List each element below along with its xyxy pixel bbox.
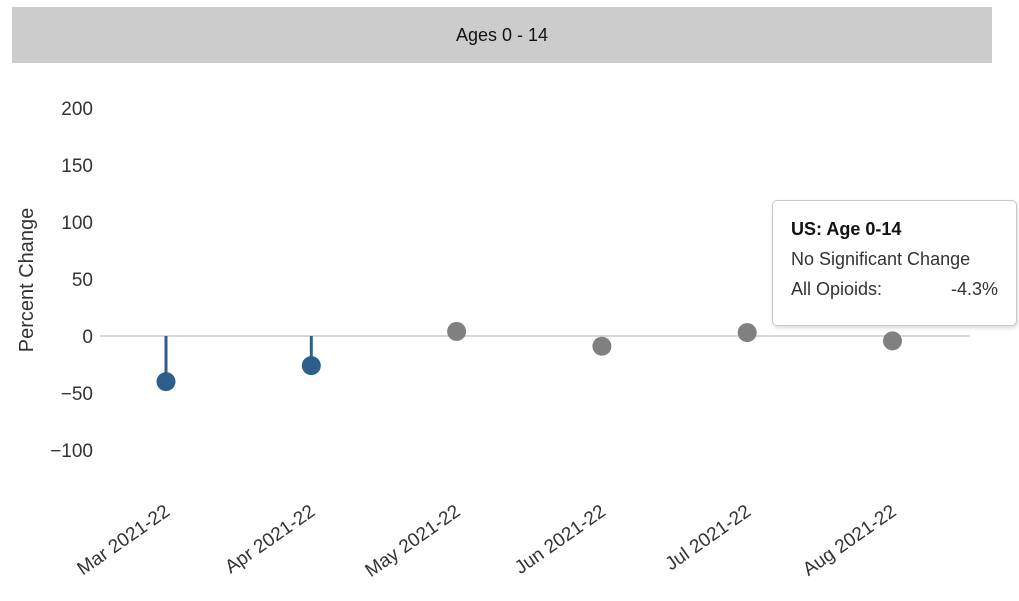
x-tick-label: Aug 2021-22 xyxy=(799,501,900,581)
chart-title: Ages 0 - 14 xyxy=(455,24,549,45)
y-tick-label: −100 xyxy=(50,441,93,462)
points-group xyxy=(156,321,902,392)
x-tick-label: Jun 2021-22 xyxy=(511,501,610,579)
x-tick-label: Apr 2021-22 xyxy=(221,501,319,578)
stems-group xyxy=(164,336,313,382)
data-point[interactable] xyxy=(447,321,467,341)
y-tick-label: 200 xyxy=(61,99,93,120)
y-tick-label: 100 xyxy=(61,213,93,234)
y-tick-label: −50 xyxy=(61,384,93,405)
x-tick-label: May 2021-22 xyxy=(362,501,465,582)
x-tick-label: Mar 2021-22 xyxy=(74,501,174,580)
tooltip-row: All Opioids: -4.3% xyxy=(791,279,998,300)
x-axis-ticks: Mar 2021-22 Apr 2021-22 May 2021-22 Jun 202… xyxy=(74,501,901,582)
y-tick-label: 150 xyxy=(61,156,93,177)
tooltip-value: -4.3% xyxy=(950,279,998,299)
tooltip-status: No Significant Change xyxy=(791,249,971,269)
chart-title-bar: Ages 0 - 14 xyxy=(12,7,992,63)
tooltip-title: US: Age 0-14 xyxy=(791,219,902,239)
y-axis-title: Percent Change xyxy=(16,208,38,353)
tooltip-label: All Opioids: xyxy=(791,279,883,299)
data-point[interactable] xyxy=(883,331,902,351)
y-tick-label: 50 xyxy=(72,270,93,291)
data-tooltip: US: Age 0-14 No Significant Change All O… xyxy=(772,200,1017,326)
y-tick-label: 0 xyxy=(82,327,93,348)
data-point[interactable] xyxy=(301,356,321,376)
data-point[interactable] xyxy=(156,372,176,392)
x-tick-label: Jul 2021-22 xyxy=(662,501,755,575)
y-axis-ticks: −100 −50 0 50 100 150 200 xyxy=(50,99,93,462)
data-point[interactable] xyxy=(592,336,612,356)
data-point[interactable] xyxy=(737,323,757,343)
